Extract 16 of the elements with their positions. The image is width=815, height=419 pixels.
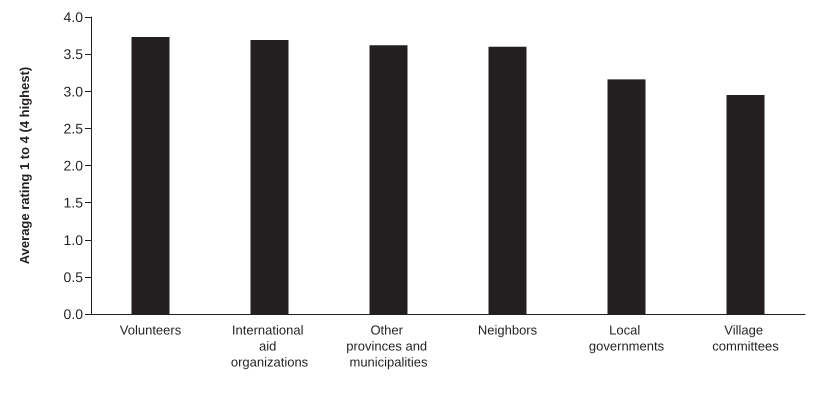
x-tick-label: International aid organizations bbox=[230, 322, 309, 370]
x-tick-label: Local governments bbox=[588, 322, 665, 354]
x-tick-label: Village committees bbox=[712, 322, 780, 354]
y-tick-label: 0.5 bbox=[64, 268, 84, 285]
x-tick-label: Volunteers bbox=[120, 322, 182, 338]
y-tick-label: 2.0 bbox=[64, 158, 84, 174]
y-tick-label: 1.0 bbox=[64, 232, 84, 248]
y-axis-title: Average rating 1 to 4 (4 highest) bbox=[17, 66, 32, 264]
y-tick-label: 0.0 bbox=[64, 306, 84, 322]
y-tick-label: 3.0 bbox=[64, 83, 84, 100]
y-tick-label: 1.5 bbox=[64, 194, 84, 211]
y-tick-label: 3.5 bbox=[64, 46, 84, 62]
y-tick-label: 2.5 bbox=[64, 120, 84, 136]
x-tick-label: Neighbors bbox=[478, 322, 538, 338]
x-tick-label: Other provinces and municipalities bbox=[346, 322, 431, 370]
y-tick-label: 4.0 bbox=[64, 9, 84, 25]
